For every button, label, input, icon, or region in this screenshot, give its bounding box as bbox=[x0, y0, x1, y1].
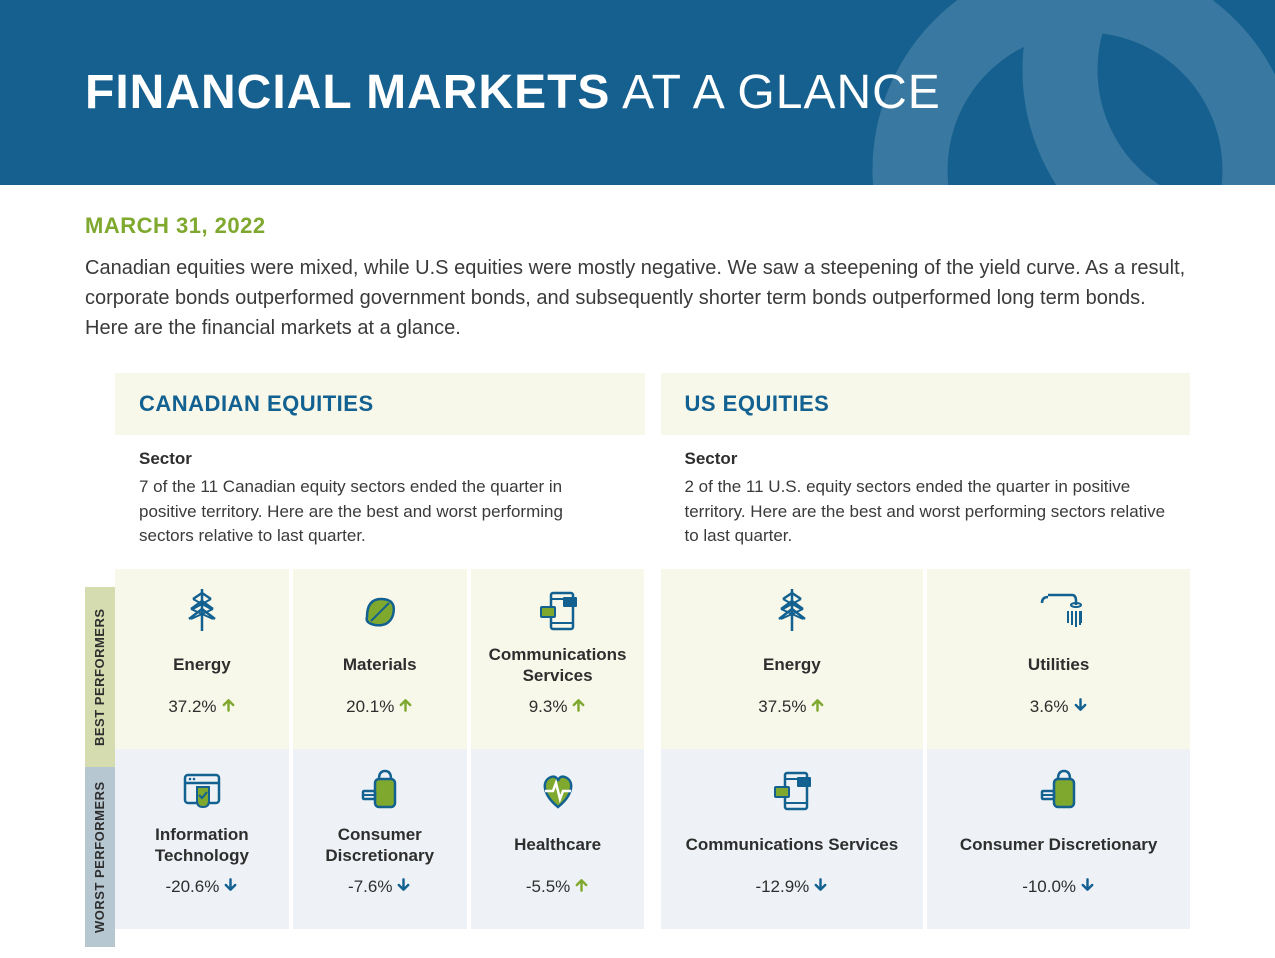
sector-value: -10.0% bbox=[1022, 877, 1095, 898]
sector-value: 9.3% bbox=[529, 697, 587, 718]
equity-panel: US EQUITIES Sector 2 of the 11 U.S. equity… bbox=[661, 373, 1191, 947]
comm-icon bbox=[535, 581, 581, 639]
sector-cell: Utilities 3.6% bbox=[927, 569, 1190, 749]
sector-cell: Materials 20.1% bbox=[293, 569, 467, 749]
best-row: Energy 37.2% Materials 20.1% Communications … bbox=[115, 569, 645, 749]
sector-cell: Energy 37.2% bbox=[115, 569, 289, 749]
arrow-up-icon bbox=[398, 697, 413, 718]
arrow-down-icon bbox=[1080, 877, 1095, 898]
sector-description: 7 of the 11 Canadian equity sectors ende… bbox=[139, 475, 621, 549]
page-title: FINANCIAL MARKETS AT A GLANCE bbox=[85, 65, 941, 120]
sector-cell: Energy 37.5% bbox=[661, 569, 924, 749]
sector-name: Communications Services bbox=[479, 643, 637, 687]
sector-name: Energy bbox=[763, 643, 821, 687]
arrow-up-icon bbox=[221, 697, 236, 718]
sector-cell: Healthcare -5.5% bbox=[471, 749, 645, 929]
summary-text: Canadian equities were mixed, while U.S … bbox=[85, 253, 1190, 343]
report-date: MARCH 31, 2022 bbox=[85, 213, 1190, 239]
sector-value: -20.6% bbox=[165, 877, 238, 898]
sector-cell: Communications Services 9.3% bbox=[471, 569, 645, 749]
sector-value: 37.2% bbox=[168, 697, 235, 718]
best-row: Energy 37.5% Utilities 3.6% bbox=[661, 569, 1191, 749]
best-performers-label: BEST PERFORMERS bbox=[85, 587, 115, 767]
arrow-down-icon bbox=[1073, 697, 1088, 718]
sector-name: Consumer Discretionary bbox=[301, 823, 459, 867]
sector-heading: Sector bbox=[685, 449, 1167, 469]
panels-container: CANADIAN EQUITIES Sector 7 of the 11 Canad… bbox=[115, 373, 1190, 947]
sector-name: Energy bbox=[173, 643, 231, 687]
equity-panel: CANADIAN EQUITIES Sector 7 of the 11 Canad… bbox=[115, 373, 645, 947]
sector-description: 2 of the 11 U.S. equity sectors ended th… bbox=[685, 475, 1167, 549]
comm-icon bbox=[769, 761, 815, 819]
worst-performers-label: WORST PERFORMERS bbox=[85, 767, 115, 947]
sector-value: 37.5% bbox=[758, 697, 825, 718]
sector-value: -7.6% bbox=[348, 877, 411, 898]
panel-subheader: Sector 7 of the 11 Canadian equity sector… bbox=[115, 435, 645, 569]
panel-title: CANADIAN EQUITIES bbox=[139, 391, 621, 417]
energy-icon bbox=[179, 581, 225, 639]
sector-name: Materials bbox=[343, 643, 417, 687]
sector-name: Communications Services bbox=[686, 823, 899, 867]
arrow-up-icon bbox=[571, 697, 586, 718]
sector-value: 20.1% bbox=[346, 697, 413, 718]
page-header: FINANCIAL MARKETS AT A GLANCE bbox=[0, 0, 1275, 185]
panel-title: US EQUITIES bbox=[685, 391, 1167, 417]
sector-name: Consumer Discretionary bbox=[960, 823, 1157, 867]
materials-icon bbox=[357, 581, 403, 639]
sector-heading: Sector bbox=[139, 449, 621, 469]
sector-value: -5.5% bbox=[526, 877, 589, 898]
sector-cell: Consumer Discretionary -10.0% bbox=[927, 749, 1190, 929]
consumer-icon bbox=[357, 761, 403, 819]
content-area: MARCH 31, 2022 Canadian equities were mi… bbox=[0, 185, 1275, 947]
sector-value: 3.6% bbox=[1030, 697, 1088, 718]
sector-value: -12.9% bbox=[755, 877, 828, 898]
header-decoration bbox=[835, 0, 1275, 185]
side-labels: BEST PERFORMERS WORST PERFORMERS bbox=[85, 587, 115, 947]
panel-header: CANADIAN EQUITIES bbox=[115, 373, 645, 435]
sector-cell: Consumer Discretionary -7.6% bbox=[293, 749, 467, 929]
equity-grid: BEST PERFORMERS WORST PERFORMERS CANADIA… bbox=[85, 373, 1190, 947]
sector-name: Utilities bbox=[1028, 643, 1089, 687]
arrow-down-icon bbox=[396, 877, 411, 898]
panel-subheader: Sector 2 of the 11 U.S. equity sectors en… bbox=[661, 435, 1191, 569]
worst-row: Information Technology -20.6% Consumer Dis… bbox=[115, 749, 645, 929]
sector-cell: Communications Services -12.9% bbox=[661, 749, 924, 929]
arrow-up-icon bbox=[574, 877, 589, 898]
consumer-icon bbox=[1036, 761, 1082, 819]
infotech-icon bbox=[179, 761, 225, 819]
energy-icon bbox=[769, 581, 815, 639]
utilities-icon bbox=[1036, 581, 1082, 639]
health-icon bbox=[535, 761, 581, 819]
sector-cell: Information Technology -20.6% bbox=[115, 749, 289, 929]
arrow-up-icon bbox=[810, 697, 825, 718]
sector-name: Healthcare bbox=[514, 823, 601, 867]
panel-header: US EQUITIES bbox=[661, 373, 1191, 435]
arrow-down-icon bbox=[223, 877, 238, 898]
arrow-down-icon bbox=[813, 877, 828, 898]
sector-name: Information Technology bbox=[123, 823, 281, 867]
worst-row: Communications Services -12.9% Consumer Di… bbox=[661, 749, 1191, 929]
